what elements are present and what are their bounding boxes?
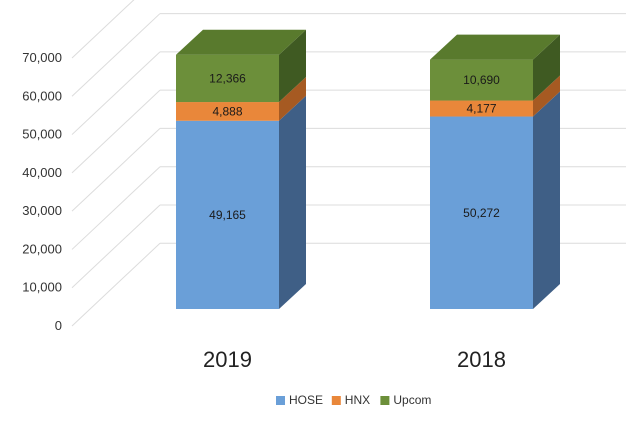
y-tick-label: 50,000	[22, 127, 62, 142]
x-tick-label: 2019	[203, 347, 252, 372]
y-tick-label: 0	[55, 318, 62, 333]
x-axis: 2019 2018	[203, 347, 506, 372]
bar-side	[533, 91, 560, 309]
legend-item-label: HNX	[345, 393, 370, 407]
data-label: 12,366	[209, 71, 246, 85]
gridline-diagonal	[71, 13, 161, 97]
data-labels: 49,165 4,888 12,366 50,272 4,177 10,690	[209, 71, 500, 222]
y-axis: 0 10,000 20,000 30,000 40,000 50,000 60,000 70,…	[22, 50, 62, 333]
gridline-diagonal	[71, 0, 135, 59]
x-tick-label: 2018	[457, 347, 506, 372]
gridline-diagonal	[71, 204, 161, 289]
gridline-diagonal	[71, 51, 161, 135]
y-tick-label: 60,000	[22, 88, 62, 103]
data-label: 50,272	[463, 206, 500, 220]
y-tick-label: 40,000	[22, 165, 62, 180]
y-tick-label: 10,000	[22, 280, 62, 295]
bar	[430, 100, 533, 117]
legend-swatch	[380, 396, 390, 405]
y-tick-label: 30,000	[22, 203, 62, 218]
bar	[430, 116, 533, 309]
data-label: 10,690	[463, 73, 500, 87]
gridline-diagonal	[71, 89, 161, 174]
bar	[176, 102, 279, 121]
legend-item-label: HOSE	[289, 393, 323, 407]
bar-side	[533, 75, 560, 117]
bar-side	[279, 29, 306, 103]
data-label: 49,165	[209, 208, 246, 222]
gridline-diagonal	[71, 242, 161, 327]
y-tick-label: 20,000	[22, 241, 62, 256]
legend-swatch	[331, 396, 341, 405]
legend-item-label: Upcom	[393, 393, 431, 407]
gridline-diagonal	[71, 166, 161, 250]
legend-swatch	[276, 396, 285, 405]
bar-side	[279, 95, 306, 310]
bar	[430, 59, 533, 101]
legend: HOSE HNX Upcom	[276, 393, 431, 407]
y-tick-label: 70,000	[22, 50, 62, 65]
bar	[176, 54, 279, 103]
data-label: 4,888	[212, 104, 242, 118]
bar-side	[279, 77, 306, 121]
bar-top	[430, 34, 560, 60]
gridline-diagonal	[71, 128, 161, 212]
bar-top	[176, 29, 306, 55]
bar-side	[533, 34, 560, 101]
bar	[176, 120, 279, 310]
bars	[176, 29, 560, 310]
data-label: 4,177	[466, 102, 496, 116]
